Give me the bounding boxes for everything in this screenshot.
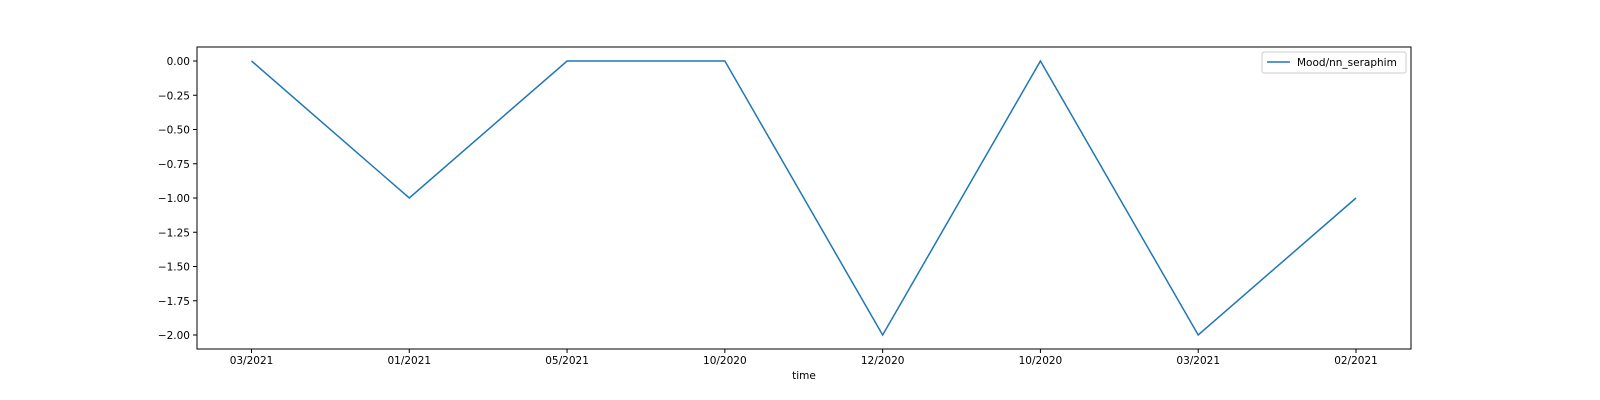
y-tick-label: −1.00 — [158, 193, 190, 205]
x-tick-label: 03/2021 — [1176, 355, 1220, 367]
series-layer — [251, 59, 1357, 337]
x-tick-label: 01/2021 — [387, 355, 431, 367]
legend-frame — [1261, 51, 1407, 74]
y-tick-label: 0.00 — [167, 56, 190, 68]
y-tick-label: −0.25 — [158, 90, 190, 102]
series-line — [251, 59, 1357, 337]
legend-label: Mood/nn_seraphim — [1297, 57, 1397, 69]
y-tick-label: −1.25 — [158, 227, 190, 239]
y-tick-label: −0.75 — [158, 159, 190, 171]
x-tick-label: 03/2021 — [230, 355, 274, 367]
legend: Mood/nn_seraphim — [1261, 51, 1407, 74]
y-tick-label: −1.50 — [158, 262, 190, 274]
y-tick-label: −2.00 — [158, 330, 190, 342]
y-tick-label: −0.50 — [158, 125, 190, 137]
x-axis-label: time — [792, 370, 816, 382]
y-axis: 0.00 −0.25 −0.50 −0.75 −1.00 −1.25 −1.50 −1.75 −… — [158, 56, 197, 342]
x-tick-label: 02/2021 — [1334, 355, 1378, 367]
x-tick-label: 12/2020 — [861, 355, 905, 367]
x-tick-label: 10/2020 — [1019, 355, 1063, 367]
y-tick-label: −1.75 — [158, 296, 190, 308]
x-axis: 03/2021 01/2021 05/2021 10/2020 12/2020 10/20… — [230, 349, 1378, 367]
x-tick-label: 05/2021 — [545, 355, 589, 367]
x-tick-label: 10/2020 — [703, 355, 747, 367]
